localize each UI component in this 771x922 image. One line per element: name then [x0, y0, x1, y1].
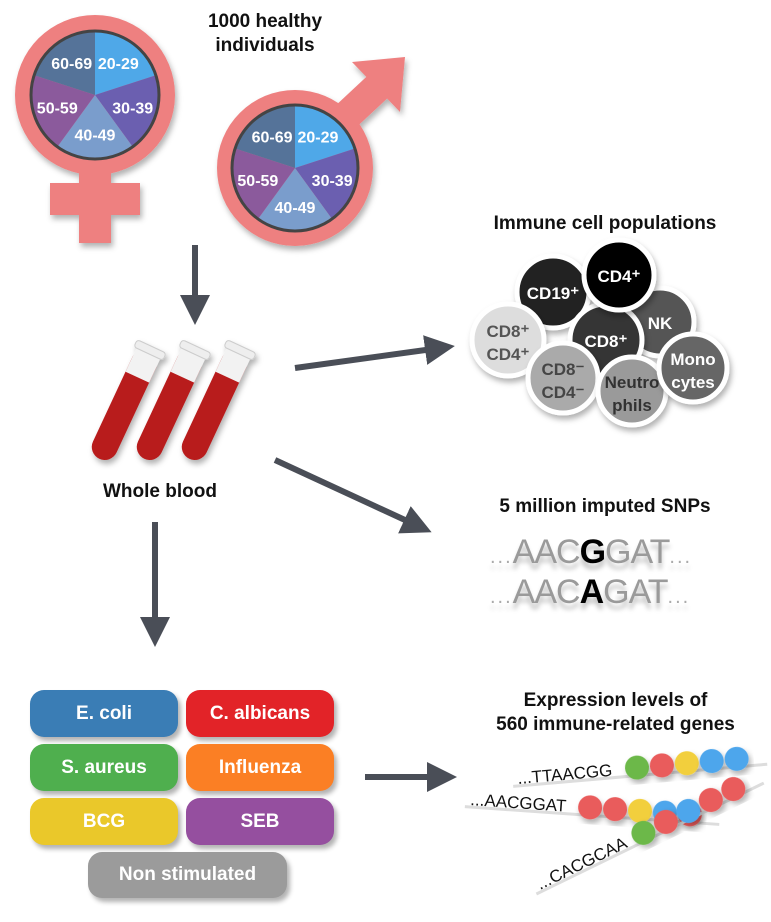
pie-outline [230, 103, 360, 233]
expression-dot [578, 795, 603, 820]
expression-title: Expression levels of 560 immune-related … [460, 689, 771, 737]
expression-dot [721, 777, 746, 802]
pie-slice-20-29 [295, 105, 355, 168]
cell-cd4: CD4⁺ [581, 237, 657, 313]
age-label: 60-69 [252, 129, 293, 146]
expression-dot [676, 798, 701, 823]
cell-label: CD4⁻ [542, 383, 585, 402]
cell-cd8neg: CD8⁻ CD4⁻ [525, 340, 601, 416]
expression-dot [649, 753, 674, 778]
female-age-pie: 20-29 30-39 40-49 50-59 60-69 [29, 29, 161, 161]
seq-prefix: AAC [512, 573, 581, 611]
seq-prefix: AAC [512, 533, 581, 571]
age-label: 40-49 [75, 128, 116, 145]
gene-sequence: ...AACGGAT [470, 790, 567, 816]
cell-label: cytes [671, 373, 714, 392]
pie-slice-40-49 [57, 95, 133, 159]
stimulus-influenza: Influenza [186, 744, 334, 791]
cell-label: CD4⁺ [598, 267, 641, 286]
seq-suffix: GAT [603, 573, 668, 611]
pie-slice-50-59 [30, 75, 95, 147]
cell-label: CD8⁻ [542, 360, 585, 379]
pie-slice-60-69 [34, 31, 95, 95]
ellipsis: ... [667, 586, 691, 608]
pie-outline [29, 29, 161, 161]
age-label: 30-39 [112, 100, 153, 117]
blood-tubes-icon [91, 340, 256, 460]
snp-variant: A [579, 573, 605, 611]
cohort-title-line2: individuals [215, 35, 315, 56]
age-label: 20-29 [297, 129, 338, 146]
pie-slice-40-49 [257, 168, 333, 232]
cell-label: CD8⁺ [487, 322, 530, 341]
cell-label: CD8⁺ [585, 332, 628, 351]
expression-title-line1: Expression levels of [523, 690, 708, 711]
snp-sequence-1: ...AACGGAT... [490, 533, 692, 572]
expression-title-line2: 560 immune-related genes [496, 714, 735, 735]
gene-row: ...CACGCAA [533, 777, 765, 896]
expression-dot [625, 755, 650, 780]
arrow-to-cells [294, 335, 455, 371]
age-label: 60-69 [51, 56, 92, 73]
age-label: 40-49 [275, 200, 316, 217]
stimulus-non-stimulated: Non stimulated [88, 852, 287, 898]
cell-mono: Mono cytes [656, 331, 730, 405]
immune-cell-cluster: NK CD19⁺ CD8⁺ CD4⁺ CD8⁺ CD4⁺ CD8⁻ CD4⁻ Neutro phi… [469, 237, 730, 428]
snp-variant: G [579, 533, 606, 571]
stimulus-e-coli: E. coli [30, 690, 178, 737]
stimulus-bcg: BCG [30, 798, 178, 845]
cell-label: NK [648, 314, 673, 333]
pie-slice-60-69 [235, 105, 295, 168]
arrow-to-snps [273, 457, 432, 534]
pie-slice-20-29 [95, 31, 156, 95]
gene-sequence: ...CACGCAA [533, 833, 630, 893]
cell-neutro: Neutro phils [595, 354, 669, 428]
cell-label: phils [612, 396, 652, 415]
expression-dot [603, 797, 628, 822]
expression-dot [653, 809, 678, 834]
expression-dot [674, 751, 699, 776]
cell-label: CD19⁺ [527, 284, 579, 303]
pie-slice-30-39 [295, 148, 358, 219]
immune-cells-title: Immune cell populations [493, 213, 717, 234]
expression-dot [724, 746, 749, 771]
snp-sequence-2: ...AACAGAT... [490, 573, 690, 612]
stimulus-s-aureus: S. aureus [30, 744, 178, 791]
age-label: 30-39 [312, 173, 353, 190]
cohort-title-line1: 1000 healthy [207, 11, 323, 32]
ellipsis: ... [490, 586, 513, 608]
age-label: 20-29 [98, 56, 139, 73]
gene-expression-rows: ...TTAACGG...AACGGAT ...CACGCAA [464, 746, 768, 896]
cell-cd8cd4: CD8⁺ CD4⁺ [469, 301, 547, 379]
stimulus-c-albicans: C. albicans [186, 690, 334, 737]
gene-sequence: ...TTAACGG [517, 761, 613, 788]
expression-dot [631, 820, 656, 845]
cell-label: CD4⁺ [487, 345, 530, 364]
whole-blood-label: Whole blood [103, 481, 217, 502]
expression-dot [698, 788, 723, 813]
age-label: 50-59 [37, 100, 78, 117]
cell-label: Neutro [605, 373, 660, 392]
stimulus-seb: SEB [186, 798, 334, 845]
expression-dot [628, 798, 653, 823]
age-label: 50-59 [237, 173, 278, 190]
seq-suffix: GAT [605, 533, 670, 571]
cell-cd19: CD19⁺ [514, 253, 592, 331]
ellipsis: ... [669, 546, 693, 568]
cell-label: Mono [670, 350, 715, 369]
cohort-title: 1000 healthy individuals [190, 10, 340, 58]
pie-slice-50-59 [232, 148, 295, 219]
snps-title: 5 million imputed SNPs [499, 496, 711, 517]
expression-dot [699, 749, 724, 774]
pie-slice-30-39 [95, 75, 159, 147]
male-age-pie: 20-29 30-39 40-49 50-59 60-69 [230, 103, 360, 233]
ellipsis: ... [490, 546, 513, 568]
